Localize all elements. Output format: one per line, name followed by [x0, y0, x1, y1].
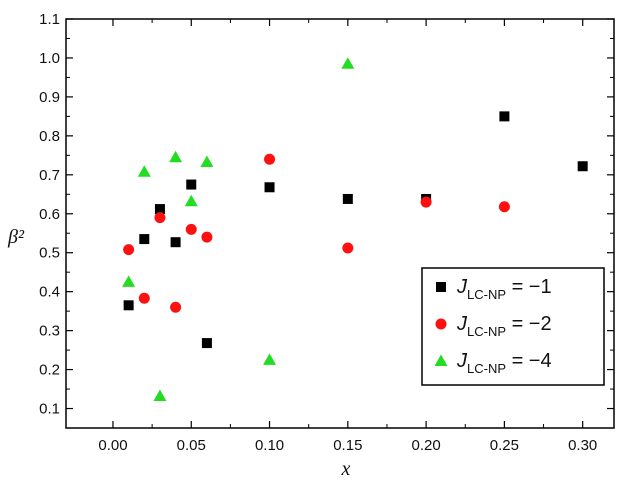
y-tick-label: 0.9 — [39, 89, 60, 106]
series-2 — [123, 153, 510, 313]
data-point-circle — [123, 244, 135, 256]
y-tick-label: 1.1 — [39, 11, 60, 28]
x-tick-label: 0.15 — [333, 437, 362, 454]
data-point-triangle — [122, 275, 136, 287]
y-tick-label: 0.3 — [39, 323, 60, 340]
data-point-square — [123, 300, 134, 311]
data-point-circle — [498, 201, 510, 213]
y-tick-label: 0.8 — [39, 128, 60, 145]
y-axis-title: β² — [7, 226, 25, 248]
x-tick-label: 0.00 — [98, 437, 127, 454]
data-point-triangle — [169, 150, 183, 163]
legend-markers — [434, 282, 448, 366]
y-tick-label: 0.7 — [39, 167, 60, 184]
x-tick-label: 0.30 — [568, 437, 597, 454]
data-point-square — [577, 161, 588, 172]
data-point-triangle — [184, 194, 198, 207]
data-point-square — [499, 111, 510, 122]
x-tick-label: 0.05 — [177, 437, 206, 454]
y-tick-label: 0.2 — [39, 362, 60, 379]
data-point-circle — [342, 242, 354, 254]
data-point-triangle — [153, 389, 167, 402]
legend-marker-square — [436, 282, 446, 292]
data-point-circle — [170, 301, 182, 313]
data-point-triangle — [200, 155, 214, 167]
y-tick-label: 1.0 — [39, 50, 60, 67]
y-tick-label: 0.4 — [39, 284, 60, 301]
data-points — [122, 57, 588, 402]
data-point-triangle — [137, 165, 151, 177]
data-point-circle — [420, 196, 432, 208]
x-tick-label: 0.25 — [490, 437, 519, 454]
data-point-circle — [138, 292, 150, 304]
y-tick-label: 0.1 — [39, 401, 60, 418]
data-point-circle — [185, 223, 197, 235]
tick-labels: 0.00 0.05 0.10 0.15 0.20 0.25 0.30 0.1 0.2 0.3 0.4… — [39, 11, 597, 454]
data-point-square — [139, 234, 150, 245]
legend-marker-circle — [435, 318, 447, 330]
x-tick-label: 0.10 — [255, 437, 284, 454]
data-point-square — [186, 179, 197, 190]
legend-entry-1: JLC-NP = −1 — [456, 276, 552, 302]
data-point-circle — [154, 212, 166, 224]
data-point-triangle — [341, 57, 355, 69]
data-point-circle — [264, 153, 276, 165]
axis-ticks — [66, 18, 614, 428]
data-point-square — [264, 182, 275, 193]
y-tick-label: 0.6 — [39, 206, 60, 223]
data-point-square — [201, 338, 212, 349]
legend-marker-triangle — [434, 354, 448, 366]
legend-entry-2: JLC-NP = −2 — [456, 313, 552, 339]
data-point-square — [342, 193, 353, 204]
data-point-square — [170, 237, 181, 248]
data-point-square — [154, 204, 165, 215]
y-tick-label: 0.5 — [39, 245, 60, 262]
data-point-triangle — [263, 353, 277, 365]
legend-entry-3: JLC-NP = −4 — [456, 350, 552, 376]
legend-box — [421, 267, 605, 386]
series-3 — [122, 57, 355, 402]
x-tick-label: 0.20 — [412, 437, 441, 454]
legend: JLC-NP = −1 JLC-NP = −2 JLC-NP = −4 — [421, 267, 605, 386]
data-point-circle — [201, 231, 213, 243]
x-axis-title: x — [341, 458, 351, 480]
plot-frame — [65, 18, 615, 429]
